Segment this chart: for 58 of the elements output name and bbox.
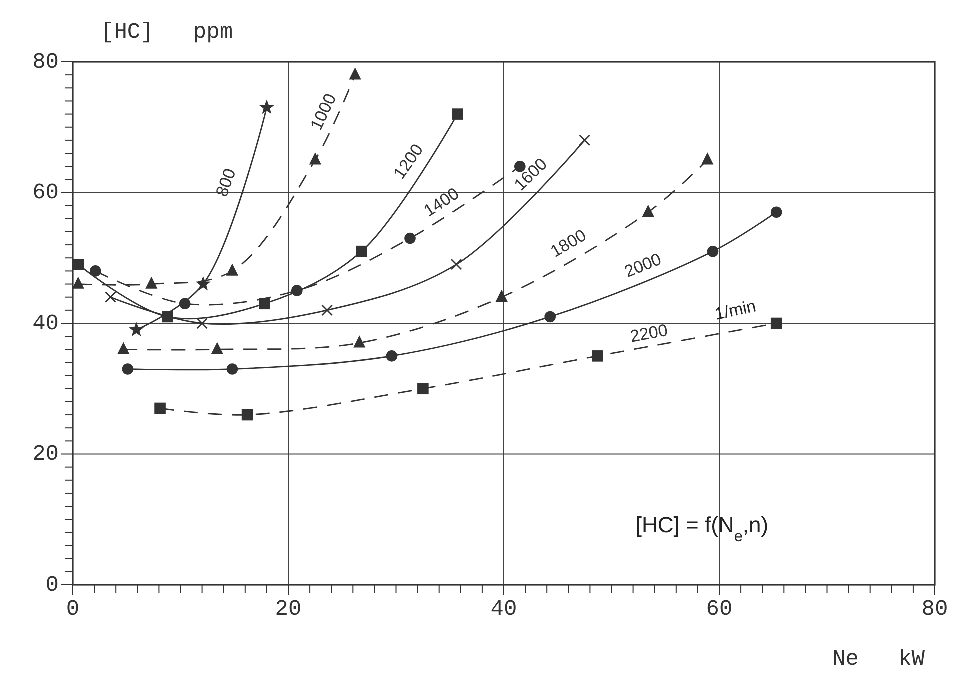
y-tick-label: 0 xyxy=(46,572,59,598)
point xyxy=(350,68,361,80)
text: 2000 xyxy=(622,250,664,282)
point xyxy=(105,292,116,304)
point xyxy=(702,153,714,165)
point xyxy=(226,264,238,276)
point xyxy=(496,290,508,302)
text: 1800 xyxy=(547,226,590,262)
point xyxy=(90,266,102,277)
point xyxy=(642,206,654,218)
annotation: 1/min xyxy=(713,296,758,324)
point xyxy=(291,285,303,296)
y-tick-label: 80 xyxy=(32,50,59,75)
point xyxy=(544,311,556,323)
point xyxy=(212,343,224,354)
point xyxy=(179,298,191,310)
text: 2200 xyxy=(628,320,670,346)
point xyxy=(196,277,210,290)
point xyxy=(356,246,368,258)
point xyxy=(130,323,144,336)
x-tick-label: 0 xyxy=(66,597,80,622)
point xyxy=(72,259,84,270)
x-tick-label: 40 xyxy=(490,597,518,622)
point xyxy=(770,206,782,218)
point xyxy=(707,246,719,258)
point xyxy=(354,336,366,348)
point xyxy=(72,278,84,289)
point xyxy=(310,153,322,165)
point xyxy=(592,350,604,362)
point xyxy=(386,350,398,362)
point xyxy=(226,364,238,375)
point xyxy=(196,318,208,330)
point xyxy=(154,402,166,414)
x-axis-title: Ne kW xyxy=(832,647,926,672)
y-tick-label: 40 xyxy=(32,311,59,336)
point xyxy=(162,311,174,323)
text: 1000 xyxy=(306,90,340,134)
x-tick-label: 80 xyxy=(922,597,948,622)
point xyxy=(260,100,274,114)
x-tick-label: 60 xyxy=(706,597,733,622)
point xyxy=(418,383,429,395)
point xyxy=(404,232,416,244)
text: 1400 xyxy=(420,184,463,221)
y-axis-title: [HC] ppm xyxy=(101,20,234,45)
point xyxy=(452,108,464,120)
point xyxy=(146,278,158,289)
y-tick-label: 60 xyxy=(32,180,59,206)
y-tick-label: 20 xyxy=(32,442,59,468)
point xyxy=(322,304,333,316)
point xyxy=(242,409,254,421)
point xyxy=(122,364,134,375)
point xyxy=(259,298,270,310)
point xyxy=(450,258,462,270)
point xyxy=(770,318,782,330)
point xyxy=(579,134,591,146)
point xyxy=(118,343,130,354)
x-tick-label: 20 xyxy=(275,597,302,622)
text: 800 xyxy=(212,166,240,200)
